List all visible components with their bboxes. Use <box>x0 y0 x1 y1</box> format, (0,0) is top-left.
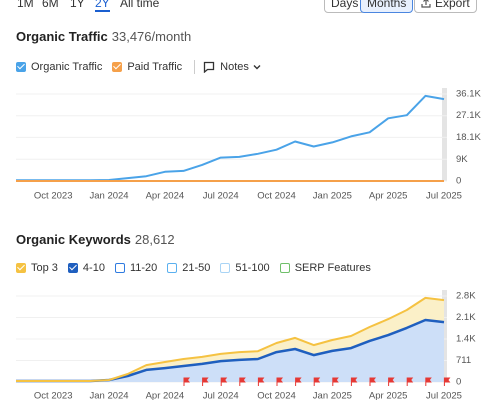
export-label: Export <box>435 0 470 10</box>
event-flag <box>350 377 358 386</box>
range-button[interactable]: 2Y <box>95 0 110 12</box>
checkbox[interactable] <box>220 263 231 273</box>
event-flag <box>313 377 321 386</box>
legend-item[interactable]: 4-10 <box>67 262 105 274</box>
x-tick-label: Jan 2024 <box>89 191 128 202</box>
y-tick-label: 27.1K <box>456 110 481 121</box>
checkbox[interactable] <box>279 263 290 273</box>
y-tick-label: 1.4K <box>456 334 476 345</box>
series-line <box>16 296 445 382</box>
notes-icon <box>204 61 215 73</box>
x-tick-label: Oct 2023 <box>34 391 73 400</box>
range-button[interactable]: 1Y <box>70 0 85 10</box>
range-button[interactable]: 1M <box>17 0 34 10</box>
legend-label: Paid Traffic <box>127 61 183 73</box>
checkbox[interactable] <box>167 263 178 273</box>
legend: Organic Traffic Paid Traffic Notes <box>16 60 272 74</box>
event-flag <box>295 377 302 386</box>
y-tick-label: 2.8K <box>456 291 476 302</box>
separator <box>194 60 196 74</box>
chevron <box>253 65 261 70</box>
event-flag <box>425 377 432 386</box>
legend-item[interactable]: 21-50 <box>167 262 210 274</box>
y-tick-label: 2.1K <box>456 312 476 323</box>
x-tick-label: Apr 2025 <box>369 391 408 400</box>
y-tick-label: 9K <box>456 154 468 165</box>
event-flag <box>239 377 246 386</box>
y-tick-label: 18.1K <box>456 132 481 143</box>
legend-label: 11-20 <box>129 262 158 274</box>
legend-item[interactable]: Paid Traffic <box>112 61 182 73</box>
hover-bar <box>442 290 447 382</box>
event-flag <box>220 377 228 386</box>
x-tick-label: Jan 2025 <box>313 391 352 400</box>
legend-item[interactable]: 11-20 <box>114 262 158 274</box>
title-text: Organic Keywords <box>16 232 131 247</box>
x-tick-label: Apr 2024 <box>146 191 185 202</box>
view-button[interactable]: Months <box>360 0 414 13</box>
export-button[interactable]: Export <box>414 0 477 13</box>
legend-label: Top 3 <box>31 262 58 274</box>
range-button[interactable]: 6M <box>42 0 59 10</box>
checkbox[interactable] <box>16 62 26 72</box>
notes-label: Notes <box>220 61 249 73</box>
event-flag <box>257 377 265 386</box>
x-tick-label: Oct 2023 <box>34 191 73 202</box>
checkbox[interactable] <box>114 263 125 273</box>
x-tick-label: Apr 2025 <box>369 191 408 202</box>
event-flag <box>369 377 376 386</box>
y-tick-label: 36.1K <box>456 89 481 100</box>
x-tick-label: Jan 2024 <box>89 391 128 400</box>
x-tick-label: Oct 2024 <box>257 391 296 400</box>
legend: Top 3 4-10 11-20 21-50 51-100 SERP Features <box>16 262 381 274</box>
range-button[interactable]: All time <box>120 0 160 10</box>
event-flag <box>202 377 209 386</box>
y-tick-label: 711 <box>456 355 471 366</box>
y-tick-label: 0 <box>456 377 461 388</box>
legend-label: 51-100 <box>235 262 270 274</box>
x-tick-label: Jan 2025 <box>313 191 352 202</box>
legend-label: 4-10 <box>82 262 105 274</box>
chart-title: Organic Keywords 28,612 <box>16 232 175 247</box>
legend-label: Organic Traffic <box>31 61 103 73</box>
series-line <box>16 94 445 182</box>
event-flag <box>276 377 283 386</box>
hover-bar <box>442 88 447 181</box>
x-tick-label: Apr 2024 <box>146 391 185 400</box>
legend-item[interactable]: Organic Traffic <box>16 61 102 73</box>
x-tick-label: Jul 2024 <box>203 191 239 202</box>
legend-item[interactable]: Top 3 <box>16 262 58 274</box>
x-tick-label: Jul 2024 <box>203 391 239 400</box>
legend-label: 21-50 <box>182 262 211 274</box>
y-tick-label: 0 <box>456 176 461 187</box>
chart-title: Organic Traffic 33,476/month <box>16 29 191 44</box>
checkbox[interactable] <box>67 263 78 273</box>
checkbox[interactable] <box>16 263 26 273</box>
subtitle: 28,612 <box>134 232 175 247</box>
x-tick-label: Jul 2025 <box>426 391 462 400</box>
legend-label: SERP Features <box>294 262 371 274</box>
event-flag <box>332 377 339 386</box>
export-icon <box>421 0 431 8</box>
x-tick-label: Oct 2024 <box>257 191 296 202</box>
legend-item[interactable]: 51-100 <box>220 262 270 274</box>
area <box>16 320 444 382</box>
event-flag <box>406 377 414 386</box>
title-text: Organic Traffic <box>16 29 108 44</box>
event-flag <box>388 377 395 386</box>
event-flag <box>443 377 451 386</box>
x-tick-label: Jul 2025 <box>426 191 462 202</box>
event-flag <box>183 377 190 386</box>
legend-item[interactable]: SERP Features <box>279 262 371 274</box>
subtitle: 33,476/month <box>111 29 192 44</box>
checkbox[interactable] <box>112 62 123 72</box>
notes-button[interactable]: Notes <box>203 61 262 73</box>
area <box>16 297 444 381</box>
